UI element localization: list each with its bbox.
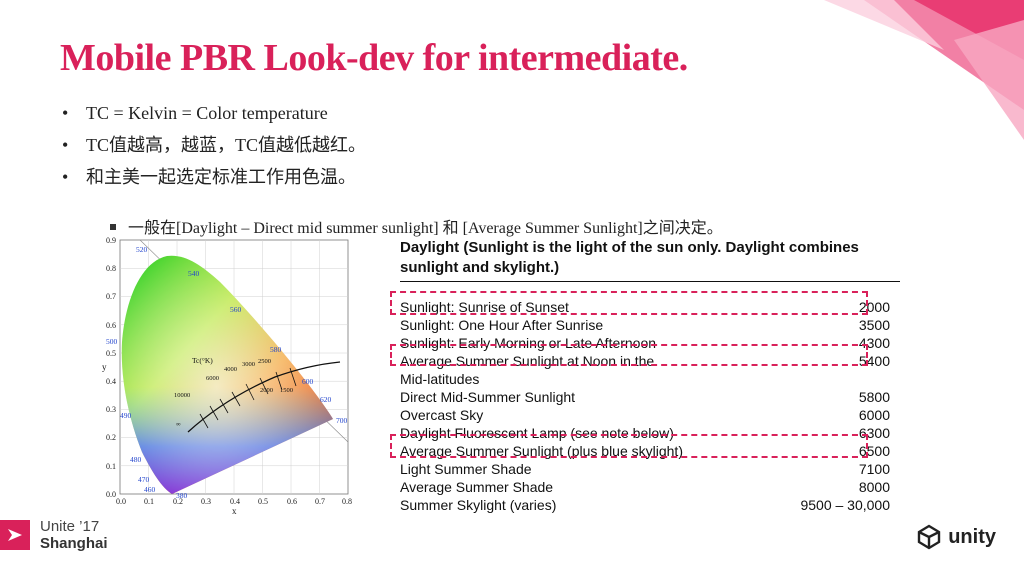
bullet-dot: • <box>62 167 69 187</box>
unity-logo: unity <box>916 522 996 552</box>
svg-text:520: 520 <box>136 245 148 254</box>
table-row: Mid-latitudes <box>400 371 480 387</box>
svg-text:0.0: 0.0 <box>106 490 116 499</box>
svg-text:0.7: 0.7 <box>315 497 325 506</box>
svg-text:1500: 1500 <box>280 387 293 394</box>
table-rows: Sunlight: Sunrise of Sunset 2000 Sunlight… <box>400 298 900 514</box>
svg-text:0.1: 0.1 <box>144 497 154 506</box>
svg-text:0.3: 0.3 <box>201 497 211 506</box>
svg-text:580: 580 <box>270 345 282 354</box>
svg-text:∞: ∞ <box>176 421 181 428</box>
svg-text:0.3: 0.3 <box>106 405 116 414</box>
svg-text:0.6: 0.6 <box>287 497 297 506</box>
bullet-list: • TC = Kelvin = Color temperature • TC值越高，… <box>60 100 366 196</box>
svg-text:480: 480 <box>130 455 142 464</box>
svg-text:380: 380 <box>176 491 188 500</box>
unite-branding: Unite ’17 Shanghai <box>0 512 130 556</box>
svg-text:3000: 3000 <box>242 361 255 368</box>
highlight-blue-skylight-row <box>390 434 868 458</box>
svg-text:0.1: 0.1 <box>106 462 116 471</box>
svg-text:10000: 10000 <box>174 392 190 399</box>
table-row: Sunlight: One Hour After Sunrise 3500 <box>400 317 890 333</box>
bullet-dot: • <box>62 135 69 155</box>
svg-text:490: 490 <box>120 411 132 420</box>
svg-text:0.5: 0.5 <box>106 349 116 358</box>
svg-text:0.4: 0.4 <box>106 377 116 386</box>
bullet-item: • TC值越高，越蓝，TC值越低越红。 <box>60 132 366 164</box>
event-name: Unite ’17 <box>40 518 100 535</box>
table-row: Average Summer Shade 8000 <box>400 479 890 495</box>
table-row: Sunlight: Early Morning or Late Afternoo… <box>400 335 890 351</box>
svg-text:0.8: 0.8 <box>106 264 116 273</box>
cie-chromaticity-diagram: 0.0 0.1 0.2 0.3 0.4 0.5 0.6 0.7 0.8 0.0 0.1 0… <box>102 236 352 514</box>
svg-text:460: 460 <box>144 485 156 494</box>
highlight-sunrise-row <box>390 291 868 315</box>
unity-cube-icon <box>918 524 941 550</box>
bullet-dot: • <box>62 103 69 123</box>
svg-text:620: 620 <box>320 395 332 404</box>
table-row: Overcast Sky 6000 <box>400 407 890 423</box>
svg-text:0.4: 0.4 <box>230 497 240 506</box>
svg-text:Tc(°K): Tc(°K) <box>192 356 213 365</box>
y-tick-labels: 0.0 0.1 0.2 0.3 0.4 0.5 0.6 0.7 0.8 0.9 <box>106 236 116 499</box>
svg-text:0.7: 0.7 <box>106 292 116 301</box>
svg-text:4000: 4000 <box>224 366 237 373</box>
y-axis-label: y <box>102 362 107 372</box>
bullet-item: • 和主美一起选定标准工作用色温。 <box>60 164 366 196</box>
table-row: Light Summer Shade 7100 <box>400 461 890 477</box>
planckian-locus <box>187 361 341 433</box>
svg-text:0.2: 0.2 <box>173 497 183 506</box>
temperature-labels: Tc(°K) 10000 6000 4000 3000 2500 2000 15… <box>174 356 293 428</box>
svg-text:0.0: 0.0 <box>116 497 126 506</box>
x-tick-labels: 0.0 0.1 0.2 0.3 0.4 0.5 0.6 0.7 0.8 <box>116 497 352 506</box>
svg-text:0.5: 0.5 <box>258 497 268 506</box>
svg-text:560: 560 <box>230 305 242 314</box>
svg-text:0.9: 0.9 <box>106 236 116 245</box>
svg-text:470: 470 <box>138 475 150 484</box>
svg-text:6000: 6000 <box>206 375 219 382</box>
svg-text:2500: 2500 <box>258 358 271 365</box>
unity-wordmark: unity <box>948 525 996 548</box>
corner-decoration <box>824 0 1024 140</box>
square-bullet-icon <box>110 224 116 231</box>
svg-text:0.8: 0.8 <box>342 497 352 506</box>
event-city: Shanghai <box>40 535 108 552</box>
sub-bullet: 一般在[Daylight – Direct mid summer sunligh… <box>110 214 723 238</box>
svg-text:500: 500 <box>106 337 118 346</box>
x-axis-label: x <box>232 506 237 514</box>
slide-title: Mobile PBR Look-dev for intermediate. <box>60 37 688 79</box>
svg-text:540: 540 <box>188 269 200 278</box>
svg-text:0.2: 0.2 <box>106 433 116 442</box>
unite-logo-icon <box>0 520 30 550</box>
table-row: Summer Skylight (varies) 9500 – 30,000 <box>400 497 890 513</box>
bullet-item: • TC = Kelvin = Color temperature <box>60 100 366 132</box>
daylight-table: Daylight (Sunlight is the light of the s… <box>400 238 900 514</box>
wavelength-labels: 520 540 560 580 600 620 700 500 490 480 … <box>106 245 348 500</box>
table-header: Daylight (Sunlight is the light of the s… <box>400 238 900 282</box>
table-row: Direct Mid-Summer Sunlight 5800 <box>400 389 890 405</box>
svg-text:700: 700 <box>336 416 348 425</box>
highlight-noon-row <box>390 344 868 366</box>
svg-text:2000: 2000 <box>260 387 273 394</box>
svg-text:600: 600 <box>302 377 314 386</box>
svg-text:0.6: 0.6 <box>106 321 116 330</box>
